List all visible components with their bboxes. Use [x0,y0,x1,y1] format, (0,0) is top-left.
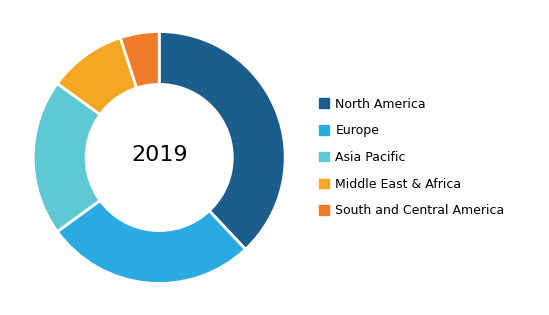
Text: 2019: 2019 [131,145,188,165]
Wedge shape [159,32,285,249]
Legend: North America, Europe, Asia Pacific, Middle East & Africa, South and Central Ame: North America, Europe, Asia Pacific, Mid… [319,98,505,217]
Wedge shape [57,200,245,284]
Wedge shape [57,38,137,115]
Wedge shape [33,83,100,232]
Wedge shape [120,32,159,88]
